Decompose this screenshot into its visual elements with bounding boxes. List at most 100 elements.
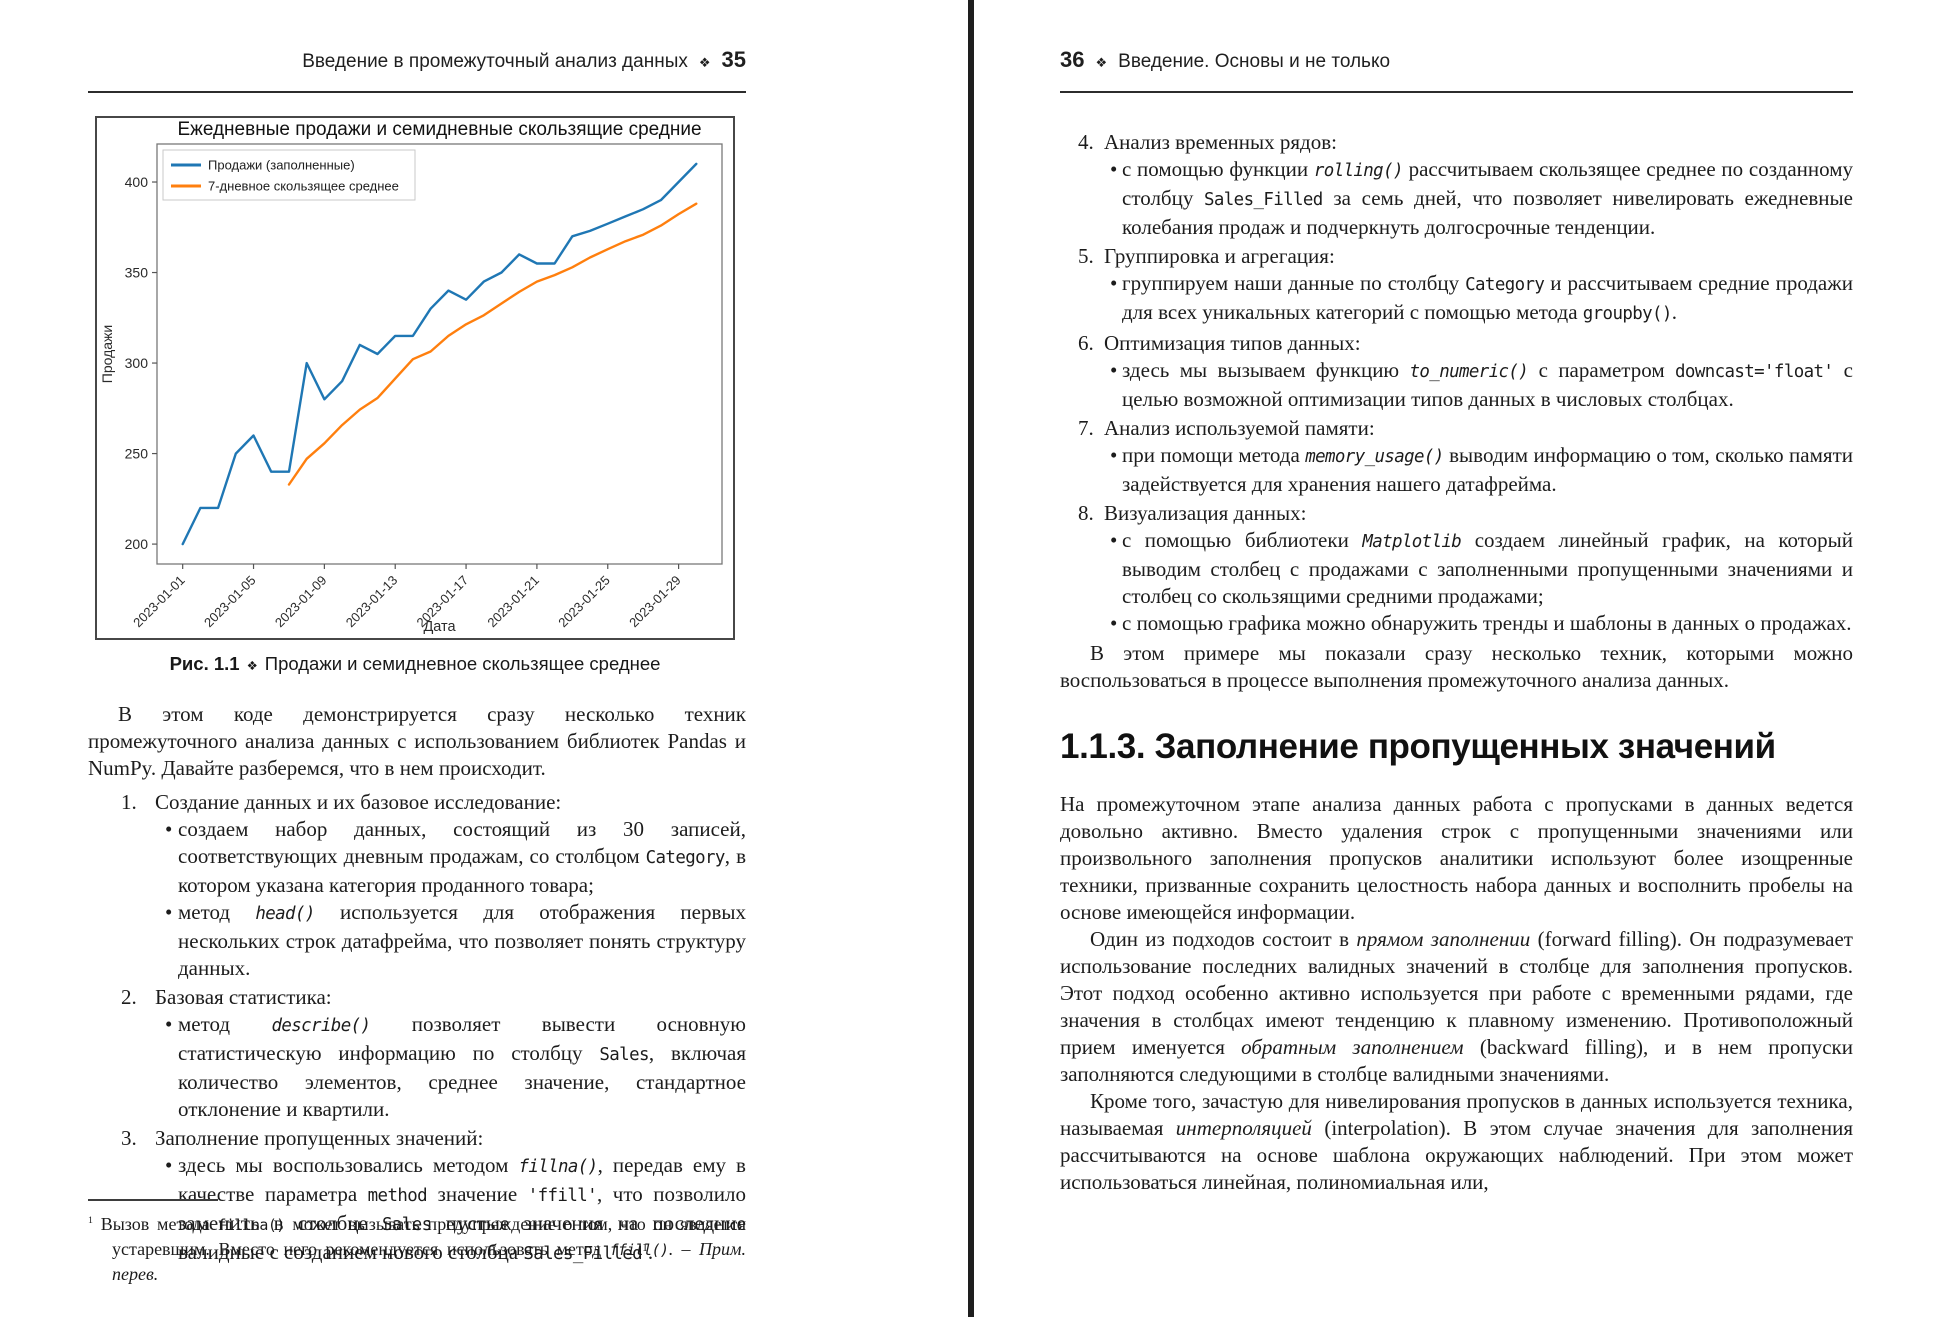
bullet-marker: • bbox=[1110, 358, 1118, 382]
list-item: 6. Оптимизация типов данных: • здесь мы … bbox=[1060, 330, 1853, 413]
bullet-text: с помощью графика можно обнаружить тренд… bbox=[1122, 611, 1852, 635]
list-item-number: 7. bbox=[1078, 416, 1094, 440]
bullet-marker: • bbox=[165, 900, 173, 924]
closing-paragraph: В этом примере мы показали сразу несколь… bbox=[1060, 641, 1853, 692]
list-item: 4. Анализ временных рядов: • с помощью ф… bbox=[1060, 129, 1853, 241]
list-item: 8. Визуализация данных: • с помощью библ… bbox=[1060, 500, 1853, 637]
svg-text:Продажи (заполненные): Продажи (заполненные) bbox=[208, 158, 355, 173]
bullet-text: создаем набор данных, состоящий из 30 за… bbox=[178, 817, 746, 897]
page-gutter-divider bbox=[968, 0, 974, 1317]
sales-chart: Ежедневные продажи и семидневные скользя… bbox=[99, 119, 723, 635]
svg-text:2023-01-13: 2023-01-13 bbox=[343, 573, 401, 631]
bullet-marker: • bbox=[1110, 157, 1118, 181]
svg-text:300: 300 bbox=[125, 355, 149, 371]
numbered-list-right: 4. Анализ временных рядов: • с помощью ф… bbox=[1060, 129, 1853, 637]
left-text-column: В этом коде демонстрируется сразу нескол… bbox=[88, 701, 746, 1268]
bullet-item: • с помощью функции rolling() рассчитыва… bbox=[1060, 156, 1853, 241]
bullet-text: при помощи метода memory_usage() выводим… bbox=[1122, 443, 1853, 496]
y-axis-label: Продажи bbox=[99, 325, 115, 383]
figure-caption: Рис. 1.1 ❖ Продажи и семидневное скользяще… bbox=[95, 653, 735, 675]
section-heading: 1.1.3. Заполнение пропущенных значений bbox=[1060, 727, 1776, 766]
list-item-title: Визуализация данных: bbox=[1104, 501, 1307, 525]
list-item-title: Группировка и агрегация: bbox=[1104, 244, 1335, 268]
list-item-bullets: • здесь мы воспользовались методом filln… bbox=[88, 1152, 746, 1268]
list-item-bullets: • при помощи метода memory_usage() вывод… bbox=[1060, 442, 1853, 498]
list-item-number: 4. bbox=[1078, 130, 1094, 154]
figure-1-1: Ежедневные продажи и семидневные скользя… bbox=[95, 116, 735, 640]
figure-caption-label: Рис. 1.1 bbox=[169, 653, 240, 674]
list-item-bullets: • с помощью функции rolling() рассчитыва… bbox=[1060, 156, 1853, 241]
left-running-head: Введение в промежуточный анализ данных ❖… bbox=[88, 48, 746, 76]
list-item-bullets: • с помощью библиотеки Matplotlib создае… bbox=[1060, 527, 1853, 637]
list-item-bullets: • метод describe() позволяет вывести осн… bbox=[88, 1011, 746, 1123]
bullet-marker: • bbox=[165, 817, 173, 841]
numbered-list-left: 1. Создание данных и их базовое исследов… bbox=[88, 789, 746, 1268]
bullet-item: • группируем наши данные по столбцу Cate… bbox=[1060, 270, 1853, 328]
body-paragraph: Кроме того, зачастую для нивелирования п… bbox=[1060, 1089, 1854, 1195]
figure-caption-text: Продажи и семидневное скользящее среднее bbox=[264, 653, 661, 674]
bullet-marker: • bbox=[165, 1012, 173, 1036]
bullet-text: здесь мы воспользовались методом fillna(… bbox=[178, 1153, 746, 1264]
list-item-number: 8. bbox=[1078, 501, 1094, 525]
diamond-icon: ❖ bbox=[1095, 56, 1108, 71]
bullet-item: • здесь мы воспользовались методом filln… bbox=[88, 1152, 746, 1268]
list-item-bullets: • создаем набор данных, состоящий из 30 … bbox=[88, 816, 746, 982]
svg-text:200: 200 bbox=[125, 536, 149, 552]
list-item: 1. Создание данных и их базовое исследов… bbox=[88, 789, 746, 982]
right-text-column: 4. Анализ временных рядов: • с помощью ф… bbox=[1060, 127, 1853, 1196]
bullet-text: метод describe() позволяет вывести основ… bbox=[178, 1012, 746, 1121]
svg-text:400: 400 bbox=[125, 174, 149, 190]
list-item: 5. Группировка и агрегация: • группируем… bbox=[1060, 243, 1853, 328]
plot-area bbox=[156, 143, 723, 565]
list-item-number: 5. bbox=[1078, 244, 1094, 268]
bullet-marker: • bbox=[1110, 271, 1118, 295]
bullet-text: с помощью функции rolling() рассчитываем… bbox=[1122, 157, 1854, 239]
right-running-head: 36 ❖ Введение. Основы и не только bbox=[1060, 48, 1853, 76]
bullet-marker: • bbox=[1110, 528, 1118, 552]
bullet-item: • метод head() используется для отображе… bbox=[88, 899, 746, 982]
bullet-item: • с помощью библиотеки Matplotlib создае… bbox=[1060, 527, 1853, 610]
list-item: 7. Анализ используемой памяти: • при пом… bbox=[1060, 415, 1853, 498]
series-line-1 bbox=[287, 202, 698, 486]
svg-text:250: 250 bbox=[125, 446, 149, 462]
right-header-rule bbox=[1060, 91, 1853, 93]
list-item: 3. Заполнение пропущенных значений: • зд… bbox=[88, 1125, 746, 1268]
left-page-number: 35 bbox=[721, 47, 746, 72]
footnote-text: 1 Вызов метода fillna() может вызывать п… bbox=[88, 1214, 747, 1284]
svg-text:7-дневное скользящее среднее: 7-дневное скользящее среднее bbox=[208, 179, 399, 194]
chart-legend: Продажи (заполненные) 7-дневное скользяще… bbox=[162, 149, 416, 201]
bullet-text: группируем наши данные по столбцу Catego… bbox=[1122, 271, 1854, 324]
bullet-item: • метод describe() позволяет вывести осн… bbox=[88, 1011, 746, 1123]
bullet-text: метод head() используется для отображени… bbox=[178, 900, 746, 980]
list-item-title: Заполнение пропущенных значений: bbox=[155, 1126, 484, 1150]
svg-text:2023-01-01: 2023-01-01 bbox=[130, 573, 188, 631]
bullet-item: • при помощи метода memory_usage() вывод… bbox=[1060, 442, 1853, 498]
list-item-number: 6. bbox=[1078, 331, 1094, 355]
list-item-number: 1. bbox=[121, 790, 137, 814]
body-paragraph: На промежуточном этапе анализа данных ра… bbox=[1060, 792, 1853, 925]
bullet-text: с помощью библиотеки Matplotlib создаем … bbox=[1122, 528, 1853, 608]
footnote: 1 Вызов метода fillna() может вызывать п… bbox=[88, 1199, 746, 1286]
list-item-bullets: • здесь мы вызываем функцию to_numeric()… bbox=[1060, 357, 1853, 413]
bullet-marker: • bbox=[1110, 443, 1118, 467]
list-item-title: Создание данных и их базовое исследовани… bbox=[155, 790, 562, 814]
list-item-number: 2. bbox=[121, 985, 137, 1009]
bullet-marker: • bbox=[1110, 611, 1118, 635]
svg-text:2023-01-25: 2023-01-25 bbox=[555, 573, 613, 631]
list-item-number: 3. bbox=[121, 1126, 137, 1150]
right-header-title: Введение. Основы и не только bbox=[1118, 51, 1391, 72]
bullet-item: • с помощью графика можно обнаружить тре… bbox=[1060, 610, 1853, 637]
bullet-item: • здесь мы вызываем функцию to_numeric()… bbox=[1060, 357, 1853, 413]
chart-title: Ежедневные продажи и семидневные скользя… bbox=[177, 119, 701, 140]
bullet-item: • создаем набор данных, состоящий из 30 … bbox=[88, 816, 746, 899]
list-item-title: Анализ временных рядов: bbox=[1104, 130, 1337, 154]
body-paragraph: Один из подходов состоит в прямом заполн… bbox=[1060, 927, 1853, 1087]
diamond-icon: ❖ bbox=[246, 658, 258, 673]
list-item-bullets: • группируем наши данные по столбцу Cate… bbox=[1060, 270, 1853, 328]
left-header-rule bbox=[88, 91, 746, 93]
svg-text:2023-01-05: 2023-01-05 bbox=[201, 573, 259, 631]
left-header-title: Введение в промежуточный анализ данных bbox=[302, 51, 688, 72]
diamond-icon: ❖ bbox=[698, 56, 711, 71]
svg-text:2023-01-09: 2023-01-09 bbox=[272, 573, 330, 631]
